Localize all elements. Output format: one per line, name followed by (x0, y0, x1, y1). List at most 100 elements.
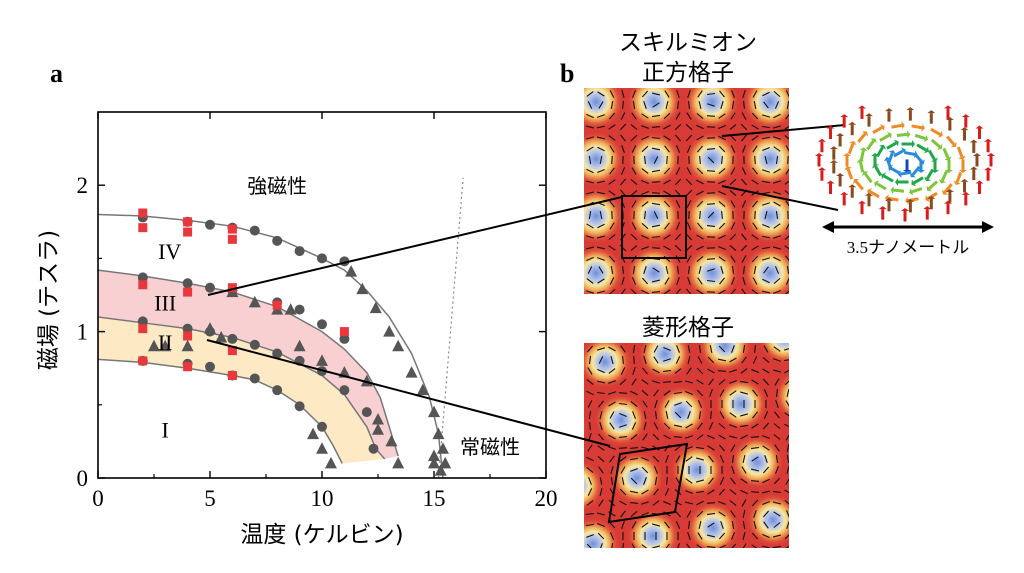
spin-arrow (586, 543, 592, 548)
spin-arrow (784, 369, 789, 374)
spin-arrow (720, 266, 724, 274)
spin-arrow (785, 255, 789, 262)
spin-arrow (641, 389, 649, 397)
spin-arrowhead (953, 180, 961, 186)
spin-arrow (664, 222, 670, 230)
rhombic-lattice-title: 菱形格子 (642, 315, 734, 341)
data-point-triangle (439, 456, 452, 469)
connector-zoom-top (721, 124, 846, 137)
spin-arrowhead (885, 194, 889, 203)
spin-arrow (751, 499, 759, 507)
spin-arrow (608, 179, 616, 185)
spin-arrow (774, 444, 780, 452)
spin-arrowhead (840, 191, 849, 195)
spin-arrow (632, 90, 636, 98)
spin-arrowhead (984, 138, 993, 142)
spin-arrow (620, 367, 626, 375)
skyrmion-core (686, 501, 740, 548)
spin-arrow (762, 278, 770, 284)
spin-arrow (586, 534, 594, 538)
spin-arrow (686, 510, 692, 518)
data-point-triangle (385, 434, 398, 447)
spin-arrow (599, 210, 603, 220)
spin-arrow (609, 411, 615, 419)
spin-arrow (772, 534, 782, 538)
skyrmion-core (610, 451, 664, 505)
spin-arrow (641, 289, 649, 294)
panel-label-b: b (560, 59, 574, 88)
spin-arrowhead (848, 121, 857, 125)
spin-arrow (622, 542, 624, 548)
spin-arrow (751, 456, 759, 462)
spin-arrow (587, 266, 593, 274)
spin-arrow (752, 145, 758, 153)
spin-arrow (730, 167, 736, 175)
spin-arrow (676, 345, 680, 353)
spin-arrow (786, 265, 789, 275)
spin-arrow (761, 246, 771, 250)
spin-arrowhead (884, 108, 893, 112)
spin-arrow (887, 152, 894, 164)
data-point-square (339, 327, 349, 337)
spin-arrow (883, 174, 894, 183)
data-point-circle (182, 278, 193, 289)
spin-arrow (597, 445, 605, 451)
spin-arrow (751, 234, 759, 240)
spin-arrow (674, 178, 682, 186)
spin-arrow (632, 344, 636, 354)
spin-arrow (729, 412, 737, 418)
spin-arrow (663, 179, 671, 185)
spin-arrow (763, 411, 769, 419)
spin-arrow (629, 447, 639, 449)
spin-arrow (742, 344, 746, 354)
spin-arrow (696, 255, 704, 263)
skyrmion-core (834, 361, 888, 415)
spin-arrow (695, 457, 705, 461)
spin-arrow (773, 191, 781, 195)
data-point-triangle (392, 339, 405, 352)
spin-arrow (742, 100, 746, 110)
spin-arrow (621, 521, 625, 529)
skyrmion-core (742, 245, 789, 294)
spin-arrow (740, 368, 748, 374)
spin-arrow (706, 92, 716, 96)
spin-arrow (596, 235, 606, 239)
spin-arrow (609, 422, 615, 430)
spin-arrow (773, 434, 781, 440)
data-point-circle (205, 282, 215, 293)
skyrmion-core (654, 385, 708, 439)
spin-arrow (773, 511, 781, 517)
spin-arrow (719, 411, 725, 419)
spin-arrow (706, 546, 716, 548)
spin-arrow (718, 488, 726, 496)
spin-arrowhead (890, 186, 894, 195)
data-point-circle (249, 373, 260, 384)
spin-arrow (706, 279, 716, 283)
spin-arrow (641, 125, 649, 129)
spin-arrow (740, 123, 748, 131)
spin-arrow (641, 246, 649, 250)
spin-arrowhead (936, 143, 943, 150)
spin-arrow (653, 156, 659, 164)
spin-arrow (651, 92, 661, 96)
spin-arrow (729, 189, 737, 197)
spin-arrow (718, 145, 726, 153)
spin-arrow (730, 112, 736, 120)
spin-arrow (641, 367, 649, 375)
spin-arrow (762, 257, 770, 261)
spin-arrow (775, 388, 779, 398)
spin-arrow (956, 146, 964, 158)
spin-arrow (643, 477, 647, 485)
spin-arrow (786, 100, 789, 110)
spin-arrow (641, 145, 649, 153)
spin-arrow (609, 277, 615, 285)
spin-arrow (729, 500, 737, 506)
spin-arrow (630, 477, 638, 485)
spin-arrow (685, 178, 693, 186)
spin-arrow (773, 290, 781, 294)
spin-arrow (784, 412, 789, 417)
data-point-square (138, 208, 148, 218)
data-point-triangle (284, 303, 297, 315)
spin-arrow (729, 233, 737, 241)
skyrmion-core (510, 17, 566, 73)
